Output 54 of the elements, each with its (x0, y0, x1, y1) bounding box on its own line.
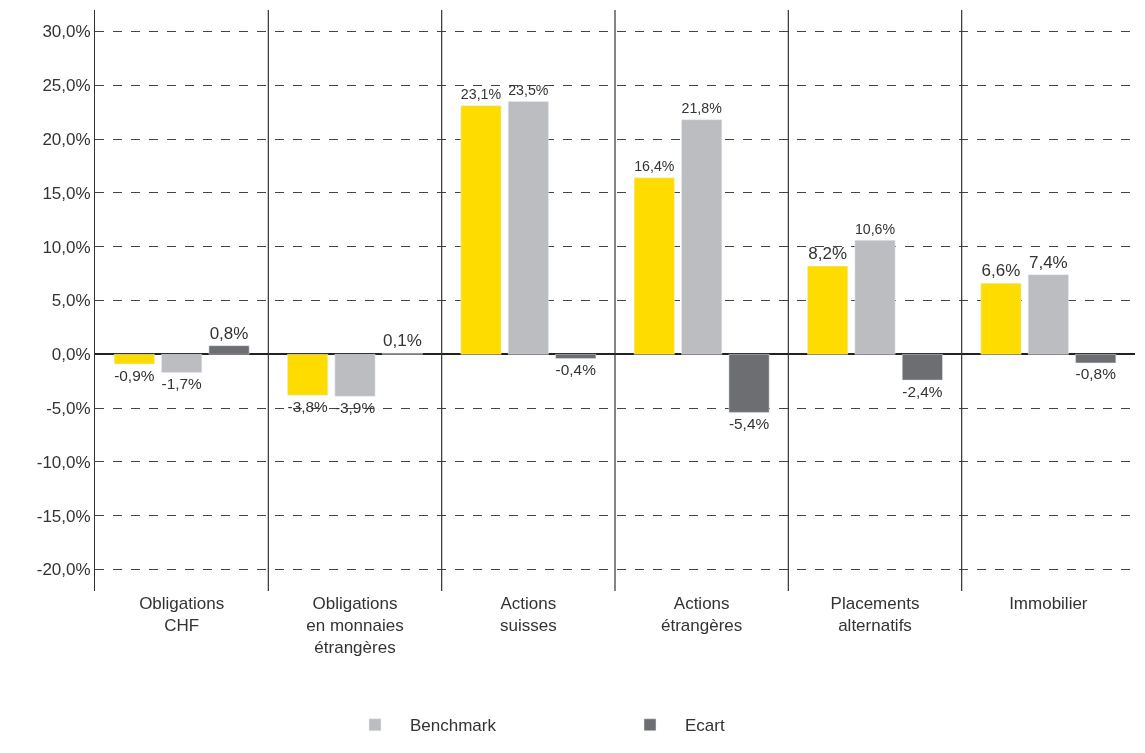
bar (854, 240, 896, 355)
bar (208, 345, 250, 355)
data-label: 6,6% (981, 261, 1021, 281)
data-label: 10,6% (854, 220, 896, 237)
data-label: -0,8% (1075, 365, 1117, 383)
data-label: -0,9% (114, 366, 155, 384)
x-tick-label: Obligations CHF (139, 594, 225, 636)
x-tick-label: Placements alternatifs (830, 594, 920, 636)
bar (334, 354, 376, 397)
bar (287, 354, 329, 396)
data-label: 23,1% (460, 86, 502, 103)
data-label: -3,8% (287, 397, 329, 415)
data-label: 0,8% (209, 323, 249, 343)
y-tick-label: 5,0% (51, 291, 91, 311)
y-tick-label: -10,0% (36, 452, 91, 472)
data-label: -5,4% (728, 415, 770, 432)
bar (507, 101, 549, 355)
y-tick-label: 0,0% (51, 345, 91, 365)
data-label: 23,5% (508, 82, 549, 99)
bar (460, 105, 502, 355)
y-tick-label: 20,0% (42, 130, 91, 150)
data-label: -2,4% (902, 382, 943, 400)
bar (980, 283, 1022, 355)
x-tick-label: Actions étrangères (661, 594, 743, 636)
x-tick-label: Actions suisses (499, 594, 557, 636)
data-label: -3,9% (334, 398, 376, 416)
data-label: -0,4% (555, 361, 597, 379)
y-tick-label: -20,0% (36, 560, 91, 580)
bar (555, 354, 597, 359)
data-label: 7,4% (1028, 252, 1068, 272)
y-tick-label: 25,0% (42, 76, 91, 96)
bar (807, 265, 849, 355)
bar (681, 119, 723, 355)
x-tick-label: Immobilier (1009, 594, 1088, 613)
data-label: -1,7% (161, 375, 203, 393)
x-tick-label: Obligations en monnaies étrangères (306, 594, 404, 658)
bar (161, 354, 203, 373)
data-label: 0,1% (383, 331, 422, 351)
y-tick-label: -15,0% (36, 506, 91, 526)
bar (901, 354, 943, 381)
y-tick-label: 15,0% (42, 183, 91, 203)
bar (633, 177, 675, 355)
data-label: 21,8% (681, 100, 723, 117)
legend-label: Ecart (685, 716, 725, 736)
data-label: 16,4% (634, 158, 675, 175)
y-tick-label: -5,0% (46, 399, 91, 419)
data-label: 8,2% (808, 244, 847, 264)
bar (728, 354, 770, 413)
y-tick-label: 30,0% (42, 22, 91, 42)
legend-label: Benchmark (410, 716, 497, 736)
bar (1027, 274, 1069, 355)
bar (1075, 354, 1117, 364)
bar (113, 354, 155, 365)
y-tick-label: 10,0% (42, 237, 91, 257)
